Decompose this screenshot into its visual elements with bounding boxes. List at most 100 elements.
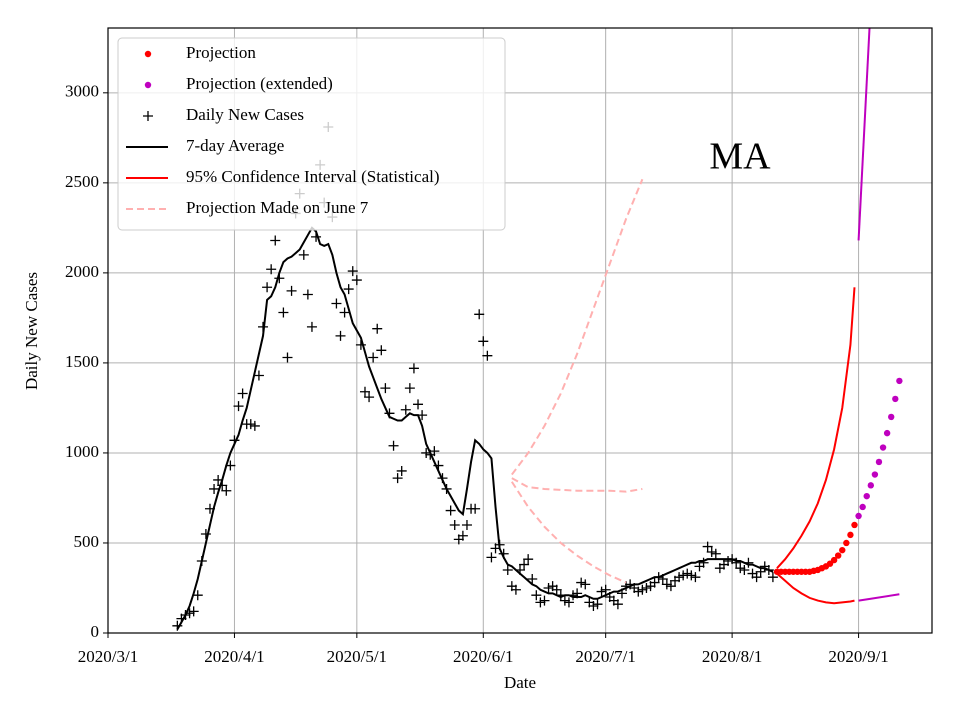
legend-label: Projection	[186, 43, 256, 62]
cross-marker	[372, 323, 383, 334]
cross-marker	[551, 584, 562, 595]
x-axis-label: Date	[504, 673, 536, 692]
cross-marker	[649, 577, 660, 588]
line	[511, 481, 627, 584]
cross-marker	[221, 485, 232, 496]
point	[863, 492, 870, 500]
cross-marker	[661, 579, 672, 590]
cross-marker	[600, 584, 611, 595]
legend-marker	[143, 111, 153, 121]
y-tick-label: 1000	[65, 442, 99, 461]
point	[871, 471, 879, 478]
cross-marker	[286, 285, 297, 296]
y-tick-label: 500	[74, 532, 100, 551]
cross-marker	[262, 282, 273, 293]
cross-marker	[474, 309, 485, 320]
cross-marker	[404, 383, 415, 394]
cross-marker	[270, 235, 281, 246]
cross-marker	[192, 590, 203, 601]
cross-marker	[376, 345, 387, 356]
cross-marker	[588, 600, 599, 611]
x-tick-label: 2020/4/1	[204, 647, 264, 666]
point	[896, 377, 903, 385]
cross-marker	[331, 298, 342, 309]
cross-marker	[559, 595, 570, 606]
cross-marker	[527, 573, 538, 584]
point	[851, 521, 858, 529]
cross-marker	[563, 597, 574, 608]
legend: Projection Projection (extended) Daily New…	[117, 37, 506, 231]
cross-marker	[580, 579, 591, 590]
cross-marker	[457, 530, 468, 541]
cross-marker	[596, 586, 607, 597]
axes-frame	[107, 27, 933, 634]
legend-label: Projection Made on June 7	[186, 198, 369, 217]
cross-marker	[767, 572, 778, 583]
cross-marker	[253, 370, 264, 381]
x-tick-label: 2020/3/1	[78, 647, 138, 666]
point	[875, 458, 883, 466]
cross-marker	[706, 546, 717, 557]
cross-marker	[449, 519, 460, 530]
cross-marker	[576, 577, 587, 588]
cross-marker	[535, 597, 546, 608]
cross-marker	[282, 352, 293, 363]
y-axis-label: Daily New Cases	[22, 272, 41, 390]
legend-box	[117, 37, 506, 231]
y-tick-label: 2000	[65, 262, 99, 281]
cross-marker	[266, 264, 277, 275]
x-tick-label: 2020/7/1	[575, 647, 635, 666]
x-tick-label: 2020/8/1	[702, 647, 762, 666]
cross-marker	[302, 289, 313, 300]
point	[855, 512, 862, 520]
point	[867, 482, 875, 489]
cross-marker	[413, 399, 424, 410]
line	[511, 477, 643, 493]
cross-marker	[735, 563, 746, 574]
cross-marker	[592, 599, 603, 610]
cross-marker	[343, 284, 354, 295]
cross-marker	[347, 266, 358, 277]
cross-marker	[523, 554, 534, 565]
cross-marker	[751, 572, 762, 583]
cross-marker	[665, 581, 676, 592]
cross-marker	[731, 557, 742, 568]
y-tick-label: 0	[91, 622, 100, 641]
cross-marker	[249, 420, 260, 431]
line	[176, 226, 774, 630]
point	[830, 556, 838, 564]
line	[776, 572, 855, 605]
point	[892, 395, 899, 403]
cross-marker	[233, 401, 244, 412]
cross-marker	[237, 388, 248, 399]
cross-marker	[510, 584, 521, 595]
point	[834, 552, 842, 559]
ticks: 0 500 1000 1500 2000 2500 3000 2020/3/1 2020/4/1…	[65, 82, 889, 666]
legend-label: 95% Confidence Interval (Statistical)	[186, 167, 440, 186]
cross-marker	[245, 419, 256, 430]
cross-marker	[335, 330, 346, 341]
point	[839, 546, 846, 554]
cross-marker	[380, 383, 391, 394]
cross-marker	[702, 541, 713, 552]
point	[859, 503, 866, 511]
cross-marker	[364, 392, 375, 403]
cross-marker	[633, 586, 644, 597]
point	[847, 531, 854, 539]
point	[843, 539, 850, 547]
y-tick-label: 2500	[65, 172, 99, 191]
cross-marker	[298, 249, 309, 260]
legend-label: Projection (extended)	[186, 74, 333, 93]
cross-marker	[739, 564, 750, 575]
legend-label: 7-day Average	[186, 136, 284, 155]
cross-marker	[698, 557, 709, 568]
cross-marker	[543, 582, 554, 593]
cross-marker	[408, 363, 419, 374]
line	[776, 287, 856, 569]
x-tick-label: 2020/9/1	[828, 647, 888, 666]
cross-marker	[482, 350, 493, 361]
legend-marker	[144, 81, 152, 89]
cross-marker	[461, 519, 472, 530]
cross-marker	[686, 570, 697, 581]
cross-marker	[539, 595, 550, 606]
